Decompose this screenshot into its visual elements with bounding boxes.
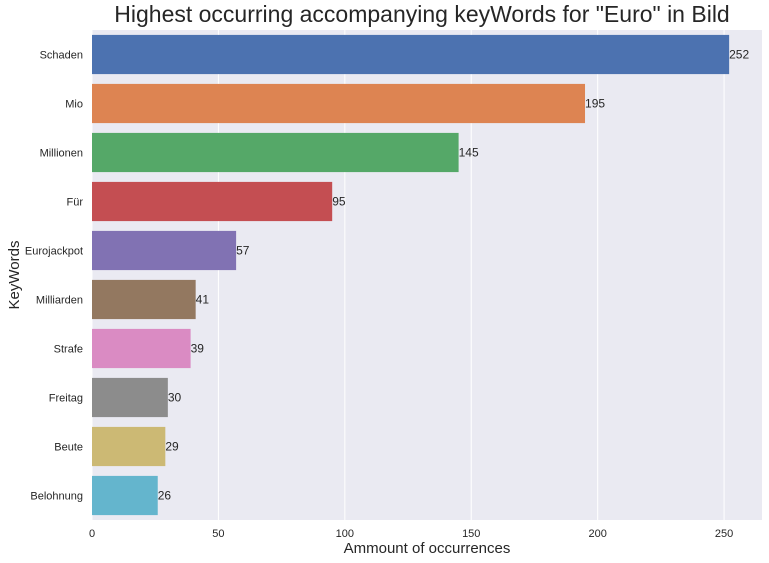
x-axis-label: Ammount of occurrences (344, 540, 511, 557)
bars (92, 34, 730, 516)
x-tick-label: 250 (715, 528, 733, 540)
bar-value-label: 39 (191, 342, 205, 356)
bar-value-label: 30 (168, 391, 182, 405)
bar-value-label: 145 (459, 146, 479, 160)
y-tick-label: Schaden (40, 50, 83, 62)
bar (92, 181, 333, 222)
x-tick-label: 100 (336, 528, 354, 540)
bar (92, 475, 158, 516)
bar-value-label: 29 (165, 440, 179, 454)
y-tick-label: Eurojackpot (25, 246, 83, 258)
y-tick-labels: Schaden Mio Millionen Für Eurojackpot Milliar… (25, 50, 83, 503)
y-tick-label: Für (67, 197, 84, 209)
bar-value-label: 26 (158, 489, 172, 503)
bar (92, 230, 237, 271)
bar (92, 426, 166, 467)
y-tick-label: Millionen (40, 148, 83, 160)
x-tick-label: 200 (588, 528, 606, 540)
y-tick-label: Beute (54, 442, 83, 454)
bar-value-label: 195 (585, 97, 605, 111)
bar-value-label: 57 (236, 244, 250, 258)
bar (92, 34, 730, 75)
y-tick-label: Strafe (54, 344, 83, 356)
bar-value-label: 252 (729, 48, 749, 62)
x-tick-labels: 0 50 100 150 200 250 (89, 528, 733, 540)
y-tick-label: Belohnung (30, 491, 83, 503)
x-tick-label: 50 (212, 528, 224, 540)
y-tick-label: Freitag (49, 393, 83, 405)
bar (92, 279, 196, 320)
bar-value-label: 41 (196, 293, 210, 307)
bar (92, 83, 586, 124)
value-labels: 252 195 145 95 57 41 39 30 29 26 (158, 48, 750, 503)
bar (92, 328, 191, 369)
y-tick-label: Mio (65, 99, 83, 111)
y-axis-label: KeyWords (6, 241, 23, 310)
bar (92, 132, 459, 173)
x-tick-label: 0 (89, 528, 95, 540)
x-tick-label: 150 (462, 528, 480, 540)
y-tick-label: Milliarden (36, 295, 83, 307)
bar-value-label: 95 (332, 195, 346, 209)
chart-title: Highest occurring accompanying keyWords … (114, 1, 729, 27)
bar (92, 377, 168, 418)
